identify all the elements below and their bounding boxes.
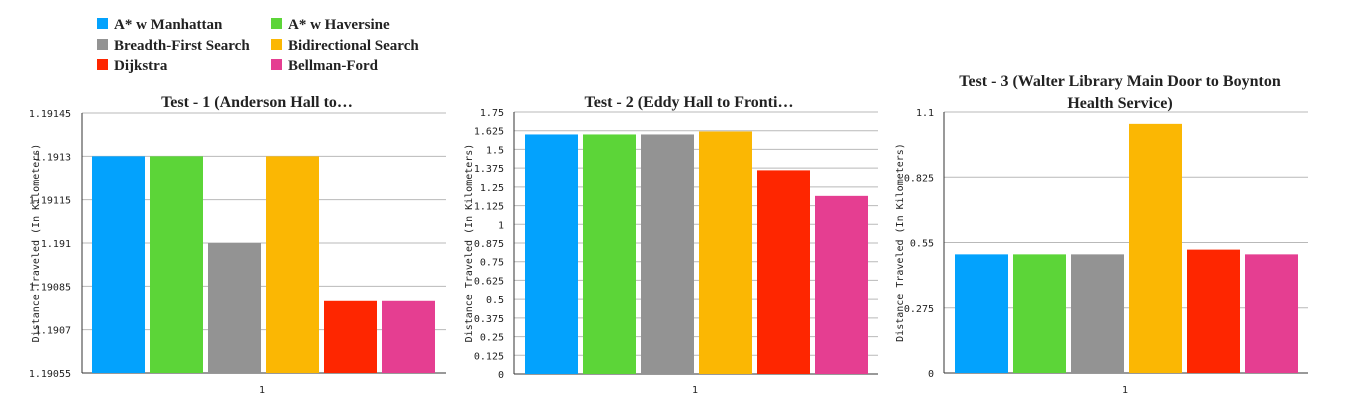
chart-1: 1.19145 1.1913 1.19115 1.191 1.19085 1.1907 1.… (29, 94, 446, 396)
legend-item: Bidirectional Search (271, 37, 419, 55)
bar (815, 195, 868, 374)
legend-label: Dijkstra (114, 58, 168, 74)
legend-swatch (97, 59, 108, 71)
chart-title: Health Service) (1067, 95, 1172, 112)
chart-title: Test - 3 (Walter Library Main Door to Bo… (959, 73, 1281, 90)
y-tick-label: 1.19145 (29, 109, 71, 120)
y-tick-label: 1 (498, 220, 504, 231)
chart-3: 1.1 0.825 0.55 0.275 0 Test - 3 (Walter Libra… (895, 73, 1308, 396)
legend: A* w Manhattan A* w Haversine Breadth-Firs… (0, 0, 470, 80)
bar (641, 134, 694, 374)
bar (1013, 254, 1066, 373)
bar (1129, 123, 1182, 373)
bar (583, 134, 636, 374)
legend-item: A* w Manhattan (97, 16, 222, 34)
y-axis-label: Distance Traveled (In Kilometers) (31, 144, 42, 343)
y-axis-label: Distance Traveled (In Kilometers) (464, 144, 475, 343)
y-tick-label: 0.275 (904, 304, 934, 315)
bar (1245, 254, 1298, 373)
bar (955, 254, 1008, 373)
y-tick-label: 1.19115 (29, 196, 71, 207)
bar (266, 156, 319, 373)
x-tick-label: 1 (259, 385, 265, 396)
legend-label: A* w Manhattan (114, 17, 223, 33)
bar (208, 243, 261, 373)
bar (699, 131, 752, 374)
y-axis-label: Distance Traveled (In Kilometers) (895, 143, 906, 342)
legend-swatch (97, 39, 108, 51)
y-tick-label: 0.825 (904, 173, 934, 184)
y-tick-label: 1.5 (486, 145, 504, 156)
legend-swatch (271, 59, 282, 71)
chart-title: Test - 1 (Anderson Hall to… (161, 94, 353, 111)
y-tick-label: 0.5 (486, 295, 504, 306)
legend-label: A* w Haversine (288, 17, 390, 33)
x-tick-label: 1 (692, 385, 698, 396)
y-tick-label: 0 (498, 370, 504, 381)
legend-swatch (271, 18, 282, 30)
y-tick-label: 0.625 (474, 276, 504, 287)
legend-item: Dijkstra (97, 57, 167, 75)
legend-item: A* w Haversine (271, 16, 390, 34)
y-tick-label: 0.75 (480, 258, 504, 269)
legend-item: Bellman-Ford (271, 57, 378, 75)
y-tick-label: 1.375 (474, 164, 504, 175)
legend-swatch (271, 39, 282, 51)
chart-2: 1.75 1.625 1.5 1.375 1.25 1.125 1 0.875 0.75 0.62… (464, 94, 878, 396)
y-tick-label: 0.55 (910, 239, 934, 250)
chart-title: Test - 2 (Eddy Hall to Fronti… (585, 94, 794, 111)
y-tick-label: 1.25 (480, 183, 504, 194)
bar (1187, 249, 1240, 373)
legend-label: Breadth-First Search (114, 38, 250, 54)
y-tick-label: 1.1913 (35, 152, 71, 163)
y-tick-label: 0 (928, 369, 934, 380)
y-tick-label: 0.375 (474, 314, 504, 325)
y-tick-label: 0.875 (474, 239, 504, 250)
legend-label: Bidirectional Search (288, 38, 419, 54)
y-tick-label: 1.625 (474, 127, 504, 138)
y-tick-label: 0.25 (480, 333, 504, 344)
y-tick-label: 0.125 (474, 351, 504, 362)
legend-swatch (97, 18, 108, 30)
bar (324, 300, 377, 373)
y-tick-label: 1.19055 (29, 369, 71, 380)
bar (92, 156, 145, 373)
x-tick-label: 1 (1122, 385, 1128, 396)
bar (1071, 254, 1124, 373)
y-tick-label: 1.75 (480, 108, 504, 119)
y-tick-label: 1.1907 (35, 326, 71, 337)
bar (150, 156, 203, 373)
legend-label: Bellman-Ford (288, 58, 378, 74)
legend-item: Breadth-First Search (97, 37, 250, 55)
y-tick-label: 1.125 (474, 202, 504, 213)
bar (525, 134, 578, 374)
y-tick-label: 1.1 (916, 108, 934, 119)
bar (757, 170, 810, 374)
y-tick-label: 1.19085 (29, 282, 71, 293)
y-tick-label: 1.191 (41, 239, 71, 250)
bar (382, 300, 435, 373)
